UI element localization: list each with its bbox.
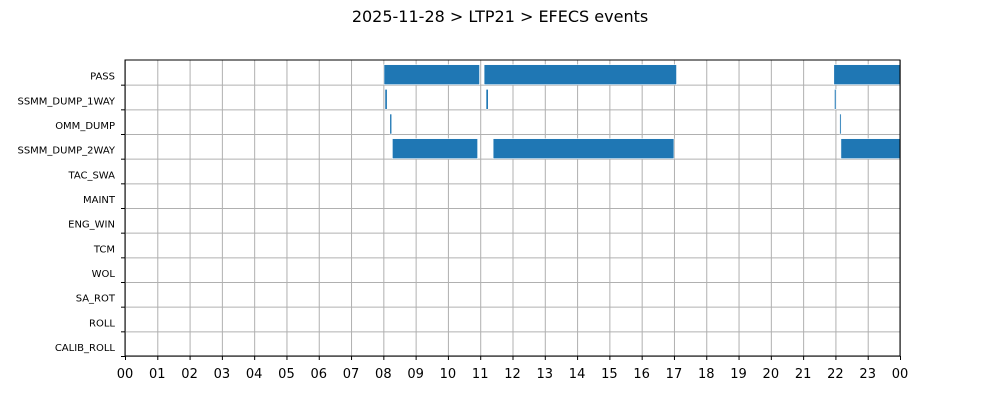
y-tick-label: ROLL bbox=[89, 318, 115, 329]
y-tick-label: TAC_SWA bbox=[67, 170, 115, 181]
y-axis-labels: PASS SSMM_DUMP_1WAY OMM_DUMP SSMM_DUMP_2WAY… bbox=[17, 72, 125, 357]
event-bar bbox=[839, 113, 842, 135]
x-tick-label: 10 bbox=[440, 367, 457, 382]
x-tick-label: 14 bbox=[569, 367, 586, 382]
event-bar bbox=[383, 64, 480, 85]
y-tick-label: MAINT bbox=[83, 195, 116, 206]
x-tick-label: 05 bbox=[278, 367, 295, 382]
y-tick-label: ENG_WIN bbox=[68, 220, 115, 231]
event-bar bbox=[485, 89, 489, 110]
y-tick-label: TCM bbox=[93, 244, 115, 255]
event-bar bbox=[492, 138, 675, 159]
event-bar bbox=[840, 138, 901, 159]
x-tick-label: 13 bbox=[537, 367, 554, 382]
y-tick-label: SA_ROT bbox=[76, 294, 116, 305]
x-tick-label: 17 bbox=[666, 367, 683, 382]
x-tick-label: 07 bbox=[343, 367, 360, 382]
chart-title: 2025-11-28 > LTP21 > EFECS events bbox=[352, 7, 648, 26]
y-tick-label: PASS bbox=[90, 72, 115, 83]
x-tick-label: 16 bbox=[633, 367, 650, 382]
x-tick-label: 00 bbox=[892, 367, 909, 382]
event-bar bbox=[384, 89, 388, 110]
y-tick-label: SSMM_DUMP_2WAY bbox=[17, 146, 115, 157]
x-tick-label: 06 bbox=[310, 367, 327, 382]
x-tick-label: 18 bbox=[698, 367, 715, 382]
x-tick-label: 15 bbox=[601, 367, 618, 382]
grid bbox=[125, 60, 901, 357]
event-bar bbox=[483, 64, 677, 85]
x-tick-label: 09 bbox=[407, 367, 424, 382]
y-tick-label: OMM_DUMP bbox=[55, 121, 115, 132]
y-tick-label: CALIB_ROLL bbox=[55, 343, 116, 354]
x-tick-label: 19 bbox=[730, 367, 747, 382]
x-tick-label: 08 bbox=[375, 367, 392, 382]
event-bars bbox=[383, 64, 901, 159]
x-tick-label: 22 bbox=[827, 367, 844, 382]
y-tick-label: WOL bbox=[92, 269, 116, 280]
x-tick-label: 23 bbox=[859, 367, 876, 382]
event-bar bbox=[389, 113, 393, 135]
x-tick-label: 12 bbox=[504, 367, 521, 382]
event-bar bbox=[392, 138, 478, 159]
x-tick-label: 20 bbox=[763, 367, 780, 382]
x-tick-label: 04 bbox=[246, 367, 263, 382]
event-bar bbox=[834, 89, 837, 110]
y-tick-label: SSMM_DUMP_1WAY bbox=[17, 96, 115, 107]
x-tick-label: 00 bbox=[117, 367, 134, 382]
x-tick-label: 21 bbox=[795, 367, 812, 382]
x-tick-label: 03 bbox=[214, 367, 231, 382]
x-tick-label: 11 bbox=[472, 367, 489, 382]
x-tick-label: 02 bbox=[181, 367, 198, 382]
event-bar bbox=[833, 64, 901, 85]
x-tick-label: 01 bbox=[149, 367, 166, 382]
x-axis-labels: 00 01 02 03 04 05 06 07 08 09 10 11 12 13 14 15 16 17 18 19… bbox=[117, 356, 909, 382]
